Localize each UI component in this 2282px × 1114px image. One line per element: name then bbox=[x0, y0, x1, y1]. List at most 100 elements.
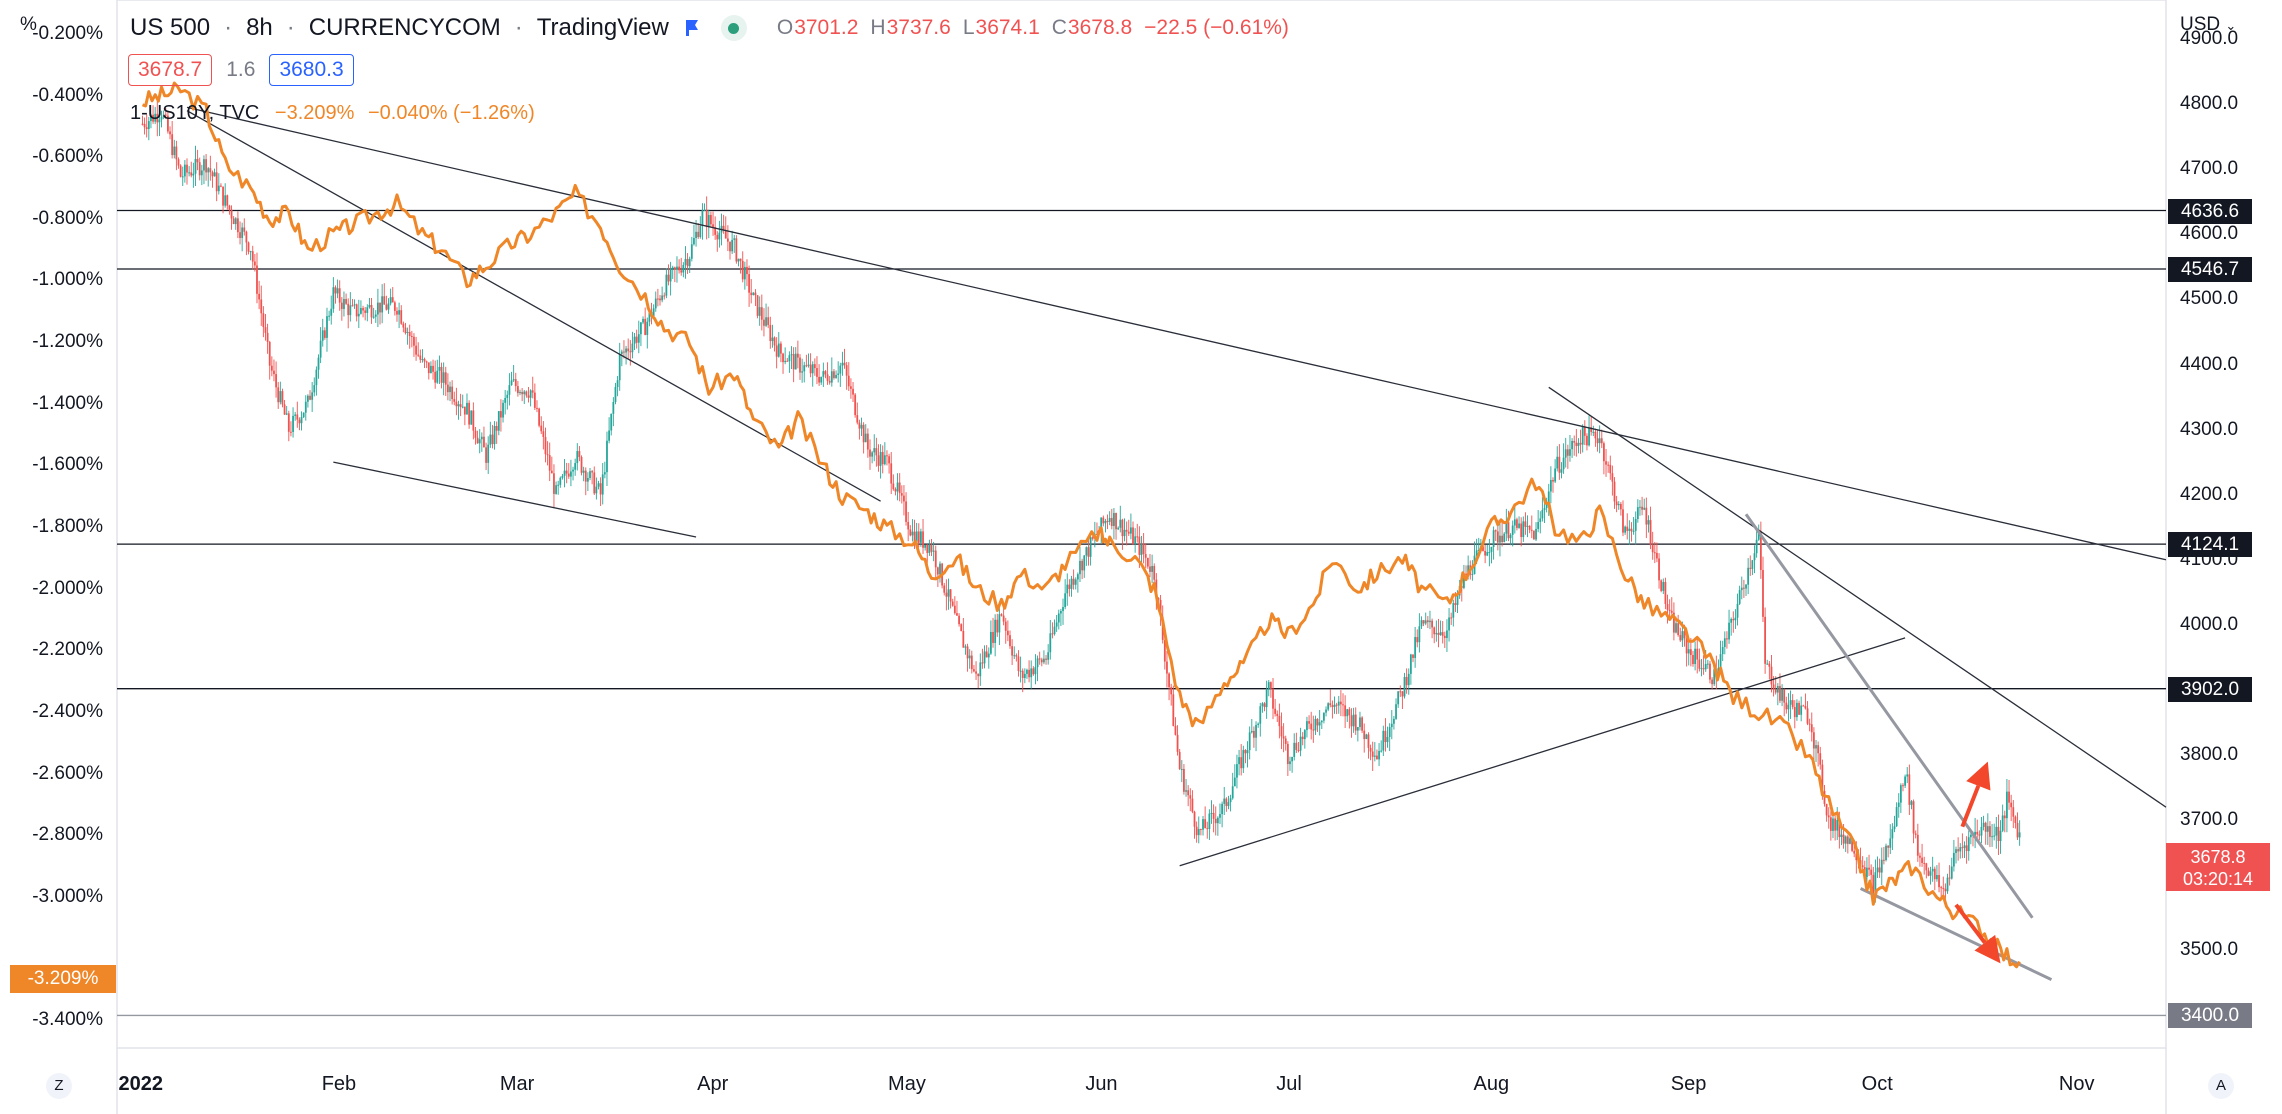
price-candle-body bbox=[1647, 520, 1650, 525]
price-candle-body bbox=[975, 671, 977, 674]
price-candle-body bbox=[686, 259, 689, 267]
price-candle-body bbox=[1166, 661, 1168, 674]
price-candle-body bbox=[837, 373, 840, 375]
price-candle-body bbox=[1704, 664, 1707, 670]
price-candle-body bbox=[1946, 877, 1949, 892]
price-candle-body bbox=[1632, 530, 1635, 532]
price-candle-body bbox=[886, 455, 888, 457]
left-axis-tick: -1.000% bbox=[32, 269, 103, 291]
price-candle-body bbox=[1221, 803, 1224, 815]
price-candle-body bbox=[1516, 519, 1518, 528]
price-candle-body bbox=[319, 340, 322, 358]
price-candle-body bbox=[1785, 702, 1788, 710]
price-candle-body bbox=[283, 404, 286, 415]
scale-auto-button[interactable]: Z bbox=[46, 1073, 72, 1099]
price-candle-body bbox=[754, 292, 757, 296]
time-axis-label: 2022 bbox=[118, 1073, 163, 1095]
price-candle-body bbox=[642, 318, 644, 323]
price-candle-body bbox=[1511, 525, 1514, 535]
price-candle-body bbox=[1378, 750, 1380, 760]
price-candle-body bbox=[1066, 584, 1069, 594]
price-candle-body bbox=[224, 195, 227, 206]
price-candle-body bbox=[601, 474, 604, 495]
price-candle-body bbox=[425, 361, 428, 363]
price-candle-body bbox=[1238, 757, 1240, 765]
price-candle-body bbox=[245, 231, 248, 243]
price-candle-body bbox=[1282, 736, 1285, 739]
symbol-name[interactable]: US 500 bbox=[130, 14, 211, 41]
trend-line bbox=[186, 106, 2167, 561]
bar-countdown: 03:20:14 bbox=[2182, 869, 2254, 889]
price-candle-body bbox=[298, 419, 301, 424]
price-candle-body bbox=[415, 345, 417, 355]
price-candle-body bbox=[712, 224, 714, 228]
price-candle-body bbox=[533, 392, 536, 408]
price-candle-body bbox=[898, 482, 901, 494]
price-candle-body bbox=[1556, 456, 1559, 469]
price-candle-body bbox=[1376, 755, 1378, 760]
overlay-name[interactable]: 1-US10Y, TVC bbox=[130, 102, 260, 124]
auto-scale-button[interactable]: A bbox=[2208, 1073, 2234, 1099]
price-candle-body bbox=[943, 585, 946, 593]
symbol-legend[interactable]: US 500 · 8h · CURRENCYCOM · TradingView … bbox=[130, 14, 1301, 42]
price-candle-body bbox=[1337, 701, 1340, 706]
price-candle-body bbox=[487, 444, 490, 463]
ask-price[interactable]: 3680.3 bbox=[269, 54, 354, 86]
price-candle-body bbox=[1153, 566, 1156, 580]
price-candle-body bbox=[2014, 816, 2017, 823]
currency-dropdown[interactable]: USD ⌄ bbox=[2180, 14, 2237, 35]
price-candle-body bbox=[1978, 834, 1981, 836]
interval[interactable]: 8h bbox=[246, 14, 273, 41]
price-candle-body bbox=[1774, 689, 1777, 693]
price-candle-body bbox=[930, 544, 933, 552]
price-candle-body bbox=[1291, 756, 1293, 762]
price-candle-body bbox=[1009, 635, 1011, 647]
price-candle-body bbox=[213, 172, 216, 177]
right-axis-tick: 4600.0 bbox=[2180, 223, 2239, 245]
price-candle-body bbox=[714, 227, 717, 235]
exchange: CURRENCYCOM bbox=[308, 14, 501, 41]
price-candle-body bbox=[292, 415, 294, 432]
price-candle-body bbox=[1115, 512, 1117, 530]
price-candle-body bbox=[748, 274, 750, 293]
price-candle-body bbox=[1255, 724, 1257, 738]
flag-icon[interactable] bbox=[683, 19, 701, 37]
price-candle-body bbox=[671, 267, 674, 269]
price-candle-body bbox=[1592, 431, 1595, 433]
left-axis-tick: -2.400% bbox=[32, 701, 103, 723]
price-candle-body bbox=[1543, 508, 1546, 511]
arrow-head bbox=[1966, 761, 1991, 791]
price-candle-body bbox=[1762, 569, 1764, 617]
time-axis-label: May bbox=[888, 1073, 926, 1095]
market-status-icon[interactable] bbox=[720, 15, 747, 41]
price-candle-body bbox=[1696, 648, 1699, 660]
price-candle-body bbox=[1320, 720, 1323, 723]
price-candle-body bbox=[1711, 679, 1713, 685]
price-candle-body bbox=[1299, 736, 1302, 751]
price-candle-body bbox=[1772, 684, 1775, 690]
price-candle-body bbox=[1965, 845, 1968, 852]
price-candle-body bbox=[1742, 587, 1745, 589]
price-candle-body bbox=[1753, 553, 1756, 561]
price-candle-body bbox=[555, 485, 557, 494]
bid-price[interactable]: 3678.7 bbox=[128, 54, 213, 86]
price-candle-body bbox=[302, 412, 305, 418]
price-candle-body bbox=[1810, 724, 1813, 733]
price-candle-body bbox=[1354, 714, 1357, 731]
price-candle-body bbox=[1643, 507, 1646, 510]
price-candle-body bbox=[156, 113, 159, 123]
price-candle-body bbox=[1558, 456, 1561, 473]
price-candle-body bbox=[1280, 726, 1283, 737]
price-candle-body bbox=[809, 364, 812, 374]
price-candle-body bbox=[268, 341, 271, 366]
price-candle-body bbox=[309, 395, 311, 400]
overlay-legend[interactable]: 1-US10Y, TVC −3.209% −0.040% (−1.26%) bbox=[130, 102, 543, 125]
price-candle-body bbox=[1781, 689, 1783, 701]
price-candle-body bbox=[1214, 818, 1217, 824]
price-candle-body bbox=[179, 165, 182, 177]
price-candle-body bbox=[1878, 867, 1881, 873]
price-candle-body bbox=[1467, 565, 1470, 575]
price-candle-body bbox=[1471, 574, 1474, 576]
price-candle-body bbox=[992, 631, 994, 643]
